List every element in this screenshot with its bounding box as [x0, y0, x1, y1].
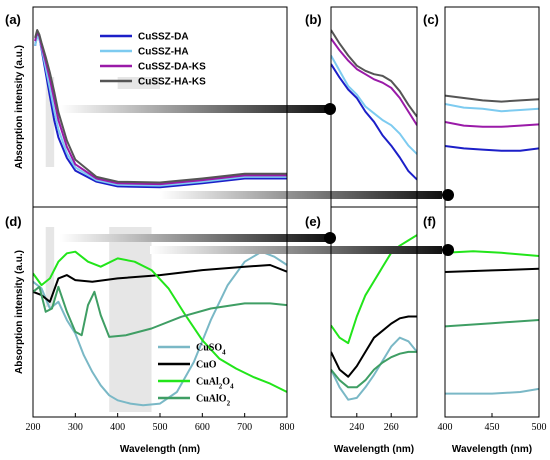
legend-top: CuSSZ-DA CuSSZ-HA CuSSZ-DA-KS CuSSZ-HA-KS [100, 32, 206, 88]
series-line-f-cualo2 [445, 319, 539, 328]
series-line-f-cuso4 [445, 387, 539, 395]
legend-bottom: CuSO4 CuO CuAl2O4 CuAlO2 [158, 343, 234, 408]
legend-label-cussz-da: CuSSZ-DA [138, 32, 189, 43]
connector-a-to-c [160, 191, 442, 199]
highlight-band-d-1 [109, 227, 152, 412]
highlight-band-d-0 [45, 227, 55, 307]
x-tick-label: 450 [485, 422, 500, 433]
x-tick-label: 700 [237, 422, 252, 433]
series-line-d-cuo [33, 264, 287, 303]
series-line-f-cuo [445, 267, 539, 273]
panel-c-lines [445, 94, 539, 152]
legend-label-cualo2: CuAlO2 [196, 394, 231, 408]
zoom-connectors [60, 103, 454, 256]
x-tick-label: 400 [110, 422, 125, 433]
panel-b-lines [331, 29, 417, 181]
series-line-c-cussz-ha [445, 103, 539, 113]
highlight-band-a-0 [45, 77, 55, 167]
series-line-d-cualo2 [33, 285, 287, 338]
x-axis-label-e: Wavelength (nm) [334, 444, 414, 455]
x-tick-label: 260 [384, 422, 399, 433]
x-tick-label: 500 [532, 422, 547, 433]
panel-a-lines [34, 29, 287, 189]
x-tick-label: 600 [195, 422, 210, 433]
x-tick-label: 300 [68, 422, 83, 433]
series-line-c-cussz-da-ks [445, 121, 539, 128]
series-line-b-cussz-da [331, 63, 417, 181]
series-line-c-cussz-da [445, 145, 539, 152]
series-line-b-cussz-ha [331, 55, 417, 155]
legend-label-cussz-ha: CuSSZ-HA [138, 47, 189, 58]
legend-label-cuo: CuO [196, 360, 217, 371]
y-axis-label-top: Absorption intensity (a.u.) [14, 45, 25, 169]
connector-a-c-dot [442, 189, 454, 201]
series-line-f-cual2o4 [445, 250, 539, 257]
x-tick-label: 400 [438, 422, 453, 433]
connector-d-to-f [150, 246, 442, 254]
x-axis-label-f: Wavelength (nm) [452, 444, 532, 455]
panel-label-f: (f) [423, 214, 436, 229]
y-axis-label-bottom: Absorption intensity (a.u.) [14, 250, 25, 374]
panel-label-e: (e) [305, 214, 321, 229]
connector-d-f-dot [442, 244, 454, 256]
panel-e-frame [330, 206, 418, 418]
x-ticks: 200 300 400 500 600 700 800 240 260 400 450 500 [26, 413, 547, 433]
series-line-b-cussz-da-ks [331, 37, 417, 126]
panel-e-lines [331, 234, 417, 401]
series-line-b-cussz-ha-ks [331, 29, 417, 118]
connector-a-b-dot [324, 103, 336, 115]
x-tick-label: 200 [26, 422, 41, 433]
series-line-e-cualo2 [331, 350, 417, 389]
panel-f-frame [444, 206, 540, 418]
series-line-e-cual2o4 [331, 234, 417, 345]
legend-label-cussz-ha-ks: CuSSZ-HA-KS [138, 77, 206, 88]
legend-label-cussz-da-ks: CuSSZ-DA-KS [138, 62, 206, 73]
highlight-bands [45, 77, 160, 412]
panel-f-lines [445, 250, 539, 395]
panel-b-frame [330, 6, 418, 208]
series-line-d-cual2o4 [33, 250, 287, 393]
panel-label-a: (a) [5, 12, 21, 27]
connector-d-e-dot [324, 232, 336, 244]
series-line-e-cuo [331, 315, 417, 378]
panel-d-lines [33, 250, 287, 407]
connector-d-to-e [60, 234, 328, 242]
connector-a-to-b [60, 105, 328, 113]
panel-label-d: (d) [5, 214, 22, 229]
legend-label-cuso4: CuSO4 [196, 343, 226, 357]
panel-label-c: (c) [423, 12, 439, 27]
x-tick-label: 500 [153, 422, 168, 433]
panel-label-b: (b) [305, 12, 322, 27]
legend-label-cual2o4: CuAl2O4 [196, 377, 234, 391]
x-tick-label: 800 [280, 422, 295, 433]
series-line-d-cuso4 [33, 250, 287, 407]
x-tick-label: 240 [349, 422, 364, 433]
x-axis-label-d: Wavelength (nm) [120, 444, 200, 455]
series-line-a-cussz-ha-ks [34, 29, 287, 184]
series-line-c-cussz-ha-ks [445, 94, 539, 103]
series-line-e-cuso4 [331, 336, 417, 401]
